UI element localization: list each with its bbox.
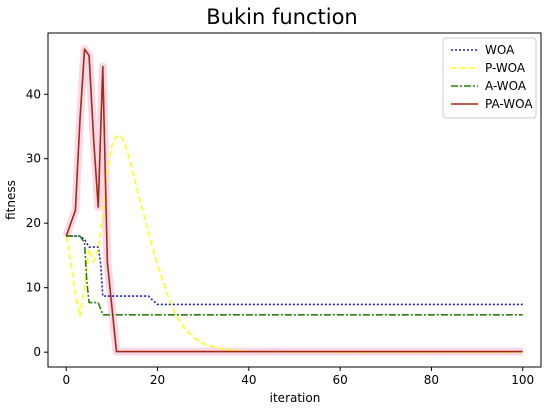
legend-box (442, 37, 537, 119)
x-tick-label: 40 (241, 373, 256, 387)
y-tick-label: 30 (26, 152, 41, 166)
legend-label-pa-woa: PA-WOA (485, 97, 533, 111)
y-axis-title: fitness (4, 180, 18, 220)
plot-frame (47, 32, 542, 368)
x-tick-label: 0 (62, 373, 70, 387)
chart-title: Bukin function (206, 5, 357, 29)
series-line-woa (66, 235, 523, 306)
y-axis: 0 10 20 30 40 (26, 87, 48, 359)
series-line-pa-woa (65, 48, 523, 353)
x-tick-label: 60 (333, 373, 348, 387)
series-line-p-woa (65, 135, 523, 353)
plot-area (47, 32, 542, 368)
x-tick-label: 100 (511, 373, 534, 387)
y-tick-label: 20 (26, 216, 41, 230)
x-axis: 0 20 40 60 80 100 (62, 367, 534, 387)
y-tick-label: 10 (26, 281, 41, 295)
series-line-a-woa (66, 235, 523, 316)
legend-label-a-woa: A-WOA (485, 79, 527, 93)
y-tick-label: 0 (33, 345, 41, 359)
y-tick-label: 40 (26, 87, 41, 101)
x-tick-label: 80 (424, 373, 439, 387)
x-axis-title: iteration (270, 391, 321, 405)
legend-label-woa: WOA (485, 43, 515, 57)
legend-label-p-woa: P-WOA (485, 61, 526, 75)
legend: WOA P-WOA A-WOA PA-WOA (442, 37, 537, 119)
x-tick-label: 20 (150, 373, 165, 387)
